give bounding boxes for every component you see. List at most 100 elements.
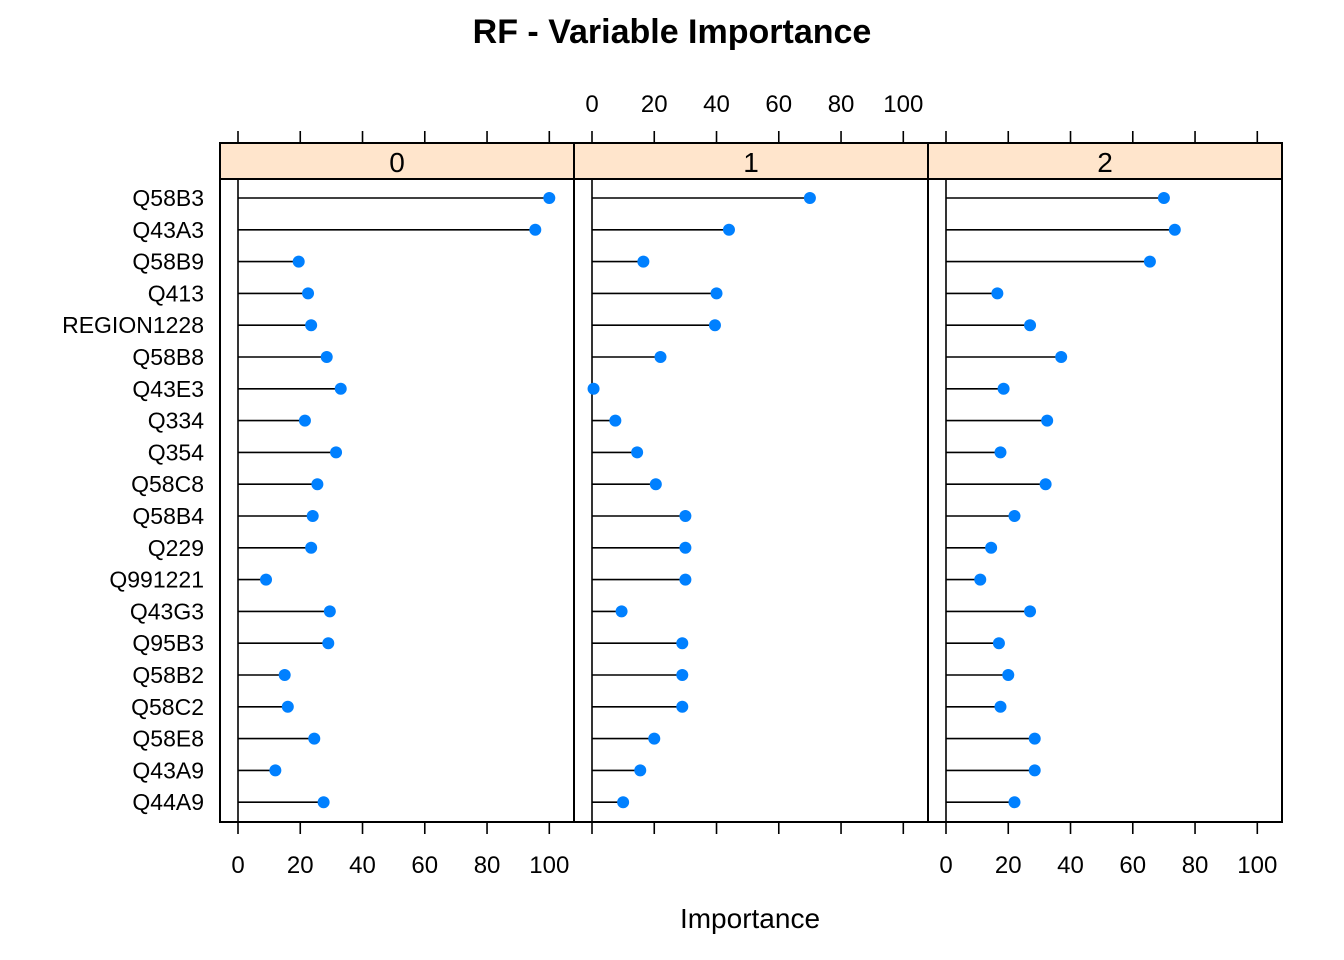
point-1-Q44A9 (617, 796, 630, 809)
point-1-Q95B3 (676, 637, 689, 650)
point-0-Q43G3 (323, 605, 336, 618)
y-tick-label-Q334: Q334 (148, 408, 204, 434)
point-0-Q58B8 (320, 351, 333, 363)
y-tick-label-Q58B9: Q58B9 (132, 249, 204, 275)
point-0-Q95B3 (322, 637, 335, 650)
strip-0 (219, 142, 575, 180)
point-2-Q43A9 (1028, 764, 1041, 777)
y-tick-label-Q44A9: Q44A9 (132, 789, 204, 815)
bottom-tick-label-2-40: 40 (1057, 852, 1084, 879)
point-2-Q229 (985, 541, 998, 554)
point-1-REGION1228 (708, 319, 721, 332)
strip-label-1: 1 (743, 147, 759, 178)
point-2-Q58B2 (1002, 669, 1015, 681)
y-tick-label-Q58B3: Q58B3 (132, 185, 204, 211)
point-0-Q991221 (260, 573, 273, 586)
point-0-Q44A9 (317, 796, 330, 809)
y-tick-label-Q43E3: Q43E3 (132, 376, 204, 402)
point-1-Q413 (710, 287, 723, 300)
point-0-Q229 (305, 541, 318, 554)
bottom-tick-label-2-60: 60 (1119, 852, 1146, 879)
y-tick-label-Q58C2: Q58C2 (131, 694, 204, 720)
bottom-tick-label-2-80: 80 (1182, 852, 1209, 879)
point-1-Q334 (609, 414, 622, 427)
point-1-Q43A9 (634, 764, 647, 777)
y-tick-label-Q43A9: Q43A9 (132, 757, 204, 783)
point-2-Q58C2 (994, 700, 1007, 713)
point-2-Q991221 (974, 573, 987, 586)
point-0-Q58B2 (278, 669, 291, 681)
point-1-Q43E3 (587, 382, 600, 395)
y-tick-label-Q58E8: Q58E8 (132, 726, 204, 752)
point-1-Q58B2 (676, 669, 689, 681)
point-1-Q58B9 (637, 255, 650, 268)
point-2-Q44A9 (1008, 796, 1021, 809)
top-tick-label-1-40: 40 (703, 91, 730, 118)
point-2-Q413 (991, 287, 1004, 300)
point-0-Q334 (298, 414, 311, 427)
point-2-Q58C8 (1039, 478, 1052, 491)
plot-area: 0 1 2 Q58B3 Q43A3 Q58B9 Q413 REGION1228 Q58B8 Q43… (62, 91, 1283, 879)
point-2-Q58E8 (1028, 732, 1041, 745)
point-1-Q58C2 (676, 700, 689, 713)
chart-title: RF - Variable Importance (473, 13, 872, 51)
top-tick-label-1-80: 80 (828, 91, 855, 118)
bottom-tick-label-0-60: 60 (411, 852, 438, 879)
point-2-Q58B4 (1008, 510, 1021, 522)
top-tick-label-1-20: 20 (641, 91, 668, 118)
strip-label-0: 0 (389, 147, 405, 178)
top-tick-label-1-60: 60 (765, 91, 792, 118)
y-tick-label-Q991221: Q991221 (109, 567, 204, 593)
y-tick-label-Q43G3: Q43G3 (130, 598, 204, 624)
panel-frame-0 (219, 178, 575, 823)
point-2-Q58B3 (1157, 192, 1170, 204)
point-2-Q58B9 (1143, 255, 1156, 268)
point-0-Q58B4 (306, 510, 319, 522)
y-tick-label-Q58B2: Q58B2 (132, 662, 204, 688)
point-0-REGION1228 (305, 319, 318, 332)
point-0-Q43A9 (269, 764, 282, 777)
bottom-tick-label-0-20: 20 (287, 852, 314, 879)
point-0-Q43A3 (529, 223, 542, 236)
point-2-Q334 (1041, 414, 1054, 427)
point-2-Q354 (994, 446, 1007, 459)
bottom-tick-label-0-0: 0 (231, 852, 244, 879)
y-tick-label-Q58B4: Q58B4 (132, 503, 204, 529)
y-tick-label-Q229: Q229 (148, 535, 204, 561)
point-1-Q991221 (679, 573, 692, 586)
top-tick-label-1-0: 0 (585, 91, 598, 118)
point-1-Q58B8 (654, 351, 667, 363)
point-0-Q58B9 (292, 255, 305, 268)
point-1-Q58E8 (648, 732, 661, 745)
point-1-Q229 (679, 541, 692, 554)
y-tick-label-Q95B3: Q95B3 (132, 630, 204, 656)
point-0-Q43E3 (334, 382, 347, 395)
y-tick-label-Q58B8: Q58B8 (132, 344, 204, 370)
point-0-Q58E8 (308, 732, 321, 745)
x-axis-label: Importance (680, 903, 820, 934)
point-1-Q43G3 (615, 605, 628, 618)
bottom-tick-label-0-40: 40 (349, 852, 376, 879)
y-tick-label-REGION1228: REGION1228 (62, 312, 204, 338)
bottom-tick-label-2-0: 0 (939, 852, 952, 879)
point-2-Q95B3 (992, 637, 1005, 650)
point-0-Q58C8 (311, 478, 324, 491)
point-0-Q354 (330, 446, 343, 459)
y-tick-label-Q58C8: Q58C8 (131, 471, 204, 497)
panel-frame-1 (573, 178, 929, 823)
bottom-tick-label-2-20: 20 (995, 852, 1022, 879)
strip-2 (927, 142, 1283, 180)
y-tick-label-Q354: Q354 (148, 439, 204, 465)
y-tick-label-Q43A3: Q43A3 (132, 217, 204, 243)
top-tick-label-1-100: 100 (883, 91, 923, 118)
point-2-Q58B8 (1055, 351, 1068, 363)
point-1-Q43A3 (722, 223, 735, 236)
point-0-Q58B3 (543, 192, 556, 204)
bottom-tick-label-2-100: 100 (1237, 852, 1277, 879)
point-1-Q354 (631, 446, 644, 459)
point-2-REGION1228 (1024, 319, 1037, 332)
point-2-Q43G3 (1024, 605, 1037, 618)
panel-frame-2 (927, 178, 1283, 823)
strip-label-2: 2 (1097, 147, 1113, 178)
